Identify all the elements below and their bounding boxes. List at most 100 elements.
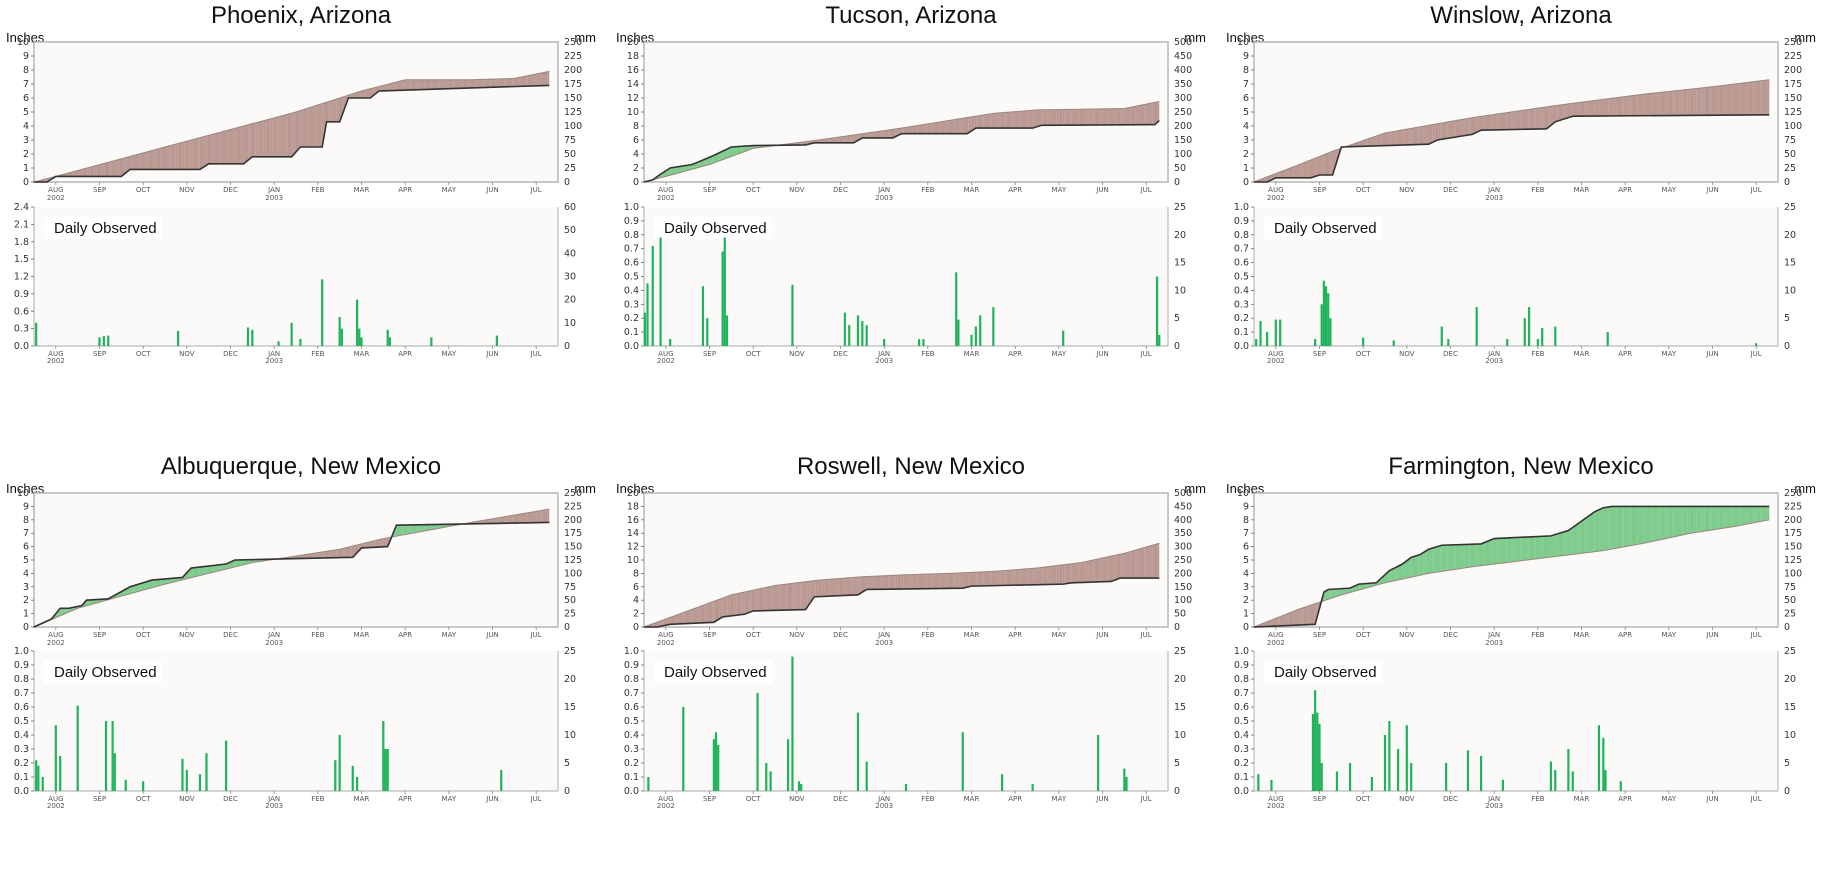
- deficit-fill: [738, 592, 741, 616]
- daily-bar: [1475, 307, 1478, 346]
- deficit-fill: [1281, 170, 1285, 178]
- deficit-fill: [401, 80, 404, 91]
- deficit-fill: [529, 512, 533, 523]
- surplus-fill: [1565, 530, 1568, 556]
- surplus-fill: [1464, 544, 1467, 568]
- surplus-fill: [1601, 507, 1604, 551]
- deficit-fill: [1301, 607, 1304, 625]
- daily-bar: [1062, 330, 1065, 346]
- surplus-fill: [158, 579, 161, 586]
- surplus-fill: [407, 524, 410, 535]
- deficit-fill: [1131, 106, 1134, 125]
- observed-line: [1254, 114, 1770, 183]
- deficit-fill: [841, 578, 844, 596]
- deficit-fill: [920, 574, 924, 589]
- daily-bar: [1266, 332, 1269, 346]
- x-year-label: 2003: [1485, 194, 1503, 202]
- deficit-fill: [1122, 108, 1125, 125]
- daily-bar: [1405, 725, 1408, 791]
- y2-tick-label: 20: [1784, 230, 1796, 241]
- surplus-fill: [1421, 552, 1424, 575]
- daily-bar: [181, 758, 184, 791]
- surplus-fill: [1322, 591, 1325, 602]
- y-tick-label: 0.4: [624, 285, 639, 296]
- deficit-fill: [227, 129, 230, 164]
- deficit-fill: [506, 78, 509, 87]
- deficit-fill: [1017, 569, 1020, 586]
- deficit-fill: [1307, 160, 1310, 178]
- y-tick-label: 8: [633, 568, 639, 579]
- y-tick-label: 16: [627, 65, 639, 76]
- deficit-fill: [192, 138, 196, 170]
- surplus-fill: [1339, 588, 1343, 596]
- y2-tick-label: 50: [1174, 163, 1186, 174]
- daily-bar: [299, 339, 302, 346]
- deficit-fill: [1616, 97, 1619, 116]
- y-axis-unit-mm: mm: [1794, 30, 1816, 45]
- deficit-fill: [1116, 554, 1119, 580]
- deficit-fill: [1760, 80, 1763, 115]
- x-tick-label: JUL: [1750, 186, 1762, 194]
- deficit-fill: [240, 126, 243, 164]
- deficit-fill: [1520, 110, 1523, 130]
- deficit-fill: [448, 79, 451, 89]
- surplus-fill: [1670, 506, 1673, 538]
- deficit-fill: [1026, 568, 1029, 585]
- y2-tick-label: 150: [564, 542, 582, 553]
- deficit-fill: [796, 582, 799, 610]
- deficit-fill: [1573, 102, 1577, 117]
- deficit-fill: [716, 599, 720, 621]
- x-tick-label: JUN: [485, 631, 498, 639]
- deficit-fill: [220, 131, 223, 164]
- deficit-fill: [843, 136, 846, 143]
- deficit-fill: [1060, 564, 1063, 585]
- y2-tick-label: 50: [564, 595, 576, 606]
- surplus-fill: [712, 154, 715, 164]
- surplus-fill: [420, 524, 423, 532]
- y-tick-label: 0.5: [624, 716, 639, 727]
- deficit-fill: [1133, 106, 1136, 125]
- deficit-fill: [880, 575, 883, 590]
- deficit-fill: [158, 148, 161, 170]
- deficit-fill: [1455, 120, 1458, 138]
- surplus-fill: [1767, 506, 1770, 521]
- deficit-fill: [1041, 109, 1044, 126]
- chart-title: Tucson, Arizona: [825, 2, 997, 29]
- surplus-fill: [686, 164, 690, 171]
- surplus-fill: [1666, 506, 1669, 539]
- deficit-fill: [1591, 100, 1594, 117]
- deficit-fill: [414, 79, 417, 90]
- deficit-fill: [1419, 126, 1422, 145]
- surplus-fill: [1676, 506, 1680, 537]
- deficit-fill: [1498, 113, 1501, 130]
- y2-tick-label: 15: [564, 702, 576, 713]
- deficit-fill: [190, 139, 193, 170]
- deficit-fill: [1719, 85, 1723, 116]
- chart-title: Albuquerque, New Mexico: [160, 453, 442, 480]
- surplus-fill: [201, 566, 204, 576]
- y-tick-label: 3: [1243, 582, 1249, 593]
- surplus-fill: [152, 579, 155, 588]
- y-tick-label: 10: [1237, 488, 1249, 499]
- surplus-fill: [1417, 554, 1420, 576]
- deficit-fill: [1722, 85, 1725, 116]
- daily-bar: [1479, 756, 1483, 791]
- surplus-fill: [422, 524, 425, 532]
- deficit-fill: [770, 585, 773, 611]
- deficit-fill: [940, 573, 943, 589]
- deficit-fill: [1060, 109, 1063, 126]
- deficit-fill: [411, 79, 415, 90]
- deficit-fill: [1290, 167, 1293, 178]
- cumulative-chart: 0246810121416182005010015020025030035040…: [627, 37, 1192, 202]
- y2-tick-label: 200: [564, 65, 582, 76]
- y-tick-label: 3: [23, 135, 29, 146]
- daily-bar: [791, 656, 794, 791]
- daily-bar: [1257, 774, 1260, 791]
- deficit-fill: [508, 78, 511, 87]
- surplus-fill: [1724, 506, 1727, 529]
- deficit-fill: [1625, 96, 1628, 116]
- deficit-fill: [1154, 543, 1158, 579]
- deficit-fill: [1286, 613, 1289, 626]
- daily-bar: [1571, 771, 1574, 791]
